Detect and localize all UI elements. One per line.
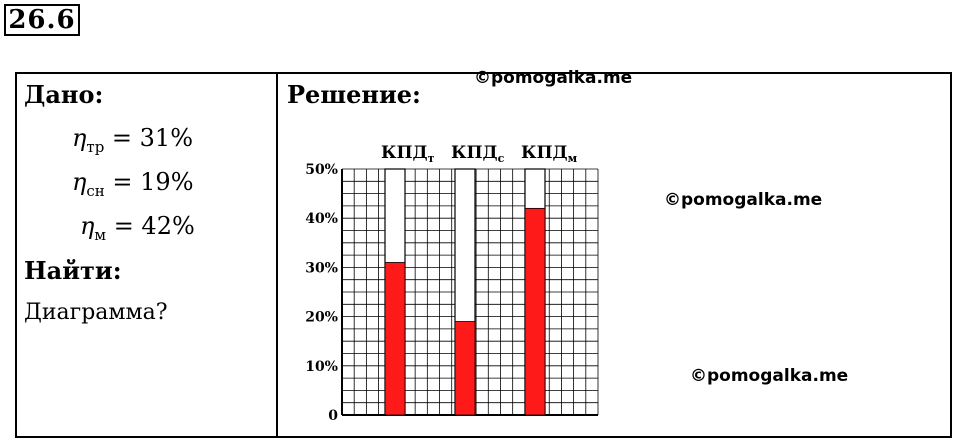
watermark: ©pomogalka.me [474, 68, 633, 88]
watermark: ©pomogalka.me [664, 190, 823, 210]
y-tick-label: 20% [305, 310, 338, 326]
x-category-label: КПДт [381, 143, 435, 165]
y-tick-label: 50% [305, 162, 338, 178]
given-efficiency-transformer: ηтр = 31% [72, 124, 194, 156]
find-text: Диаграмма? [24, 300, 168, 325]
column-divider [276, 72, 278, 438]
y-tick-label: 0 [328, 408, 338, 420]
efficiency-bar-chart: 0 10% 20% 30% 40% 50% КПДт КПДс КПДм [305, 143, 599, 420]
x-category-label: КПДм [521, 143, 578, 165]
y-tick-label: 30% [305, 260, 338, 276]
y-tick-label: 10% [305, 359, 338, 375]
y-tick-label: 40% [305, 211, 338, 227]
given-efficiency-sn: ηсн = 19% [72, 168, 194, 200]
x-category-label: КПДс [451, 143, 505, 165]
given-efficiency-motor: ηм = 42% [80, 212, 195, 244]
given-title: Дано: [24, 80, 104, 109]
bar [384, 262, 406, 416]
problem-number: 26.6 [4, 4, 80, 36]
solution-title: Решение: [287, 80, 421, 109]
find-title: Найти: [24, 256, 122, 285]
bar [454, 321, 476, 416]
watermark: ©pomogalka.me [690, 366, 849, 386]
bar [524, 207, 546, 416]
solution-table [15, 72, 952, 438]
